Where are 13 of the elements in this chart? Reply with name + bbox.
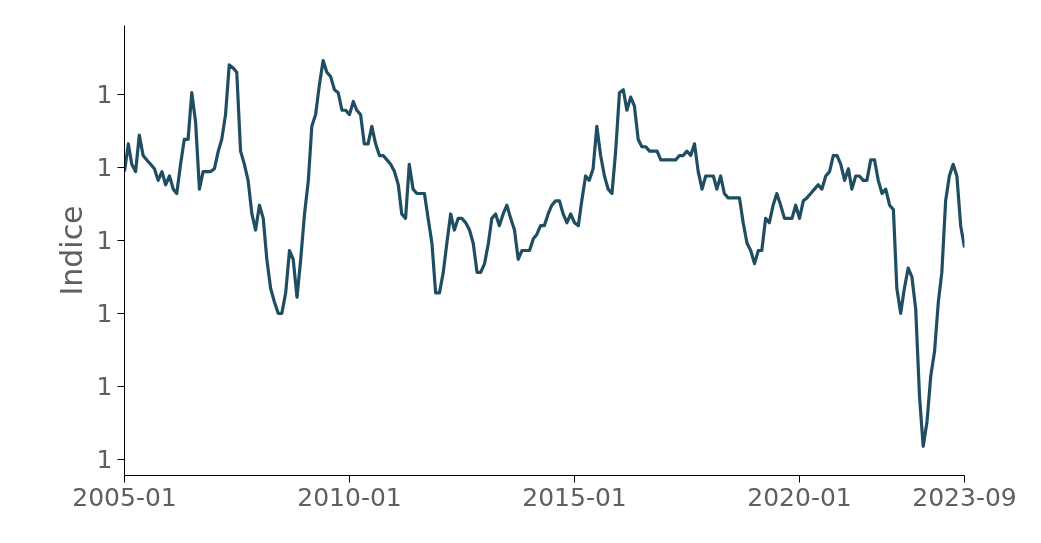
y-tick-label: 1 — [96, 80, 113, 110]
y-tick-label: 1 — [96, 153, 113, 183]
x-tick-label: 2005-01 — [72, 482, 177, 512]
y-axis-title: Indice — [53, 205, 89, 296]
y-tick-label: 1 — [96, 226, 113, 256]
line-series — [124, 58, 965, 448]
x-tick-label: 2020-01 — [747, 482, 852, 512]
x-tick-label: 2023-09 — [912, 482, 1017, 512]
y-tick-label: 1 — [96, 299, 113, 329]
x-tick-label: 2015-01 — [522, 482, 627, 512]
y-tick-label: 1 — [96, 445, 113, 475]
x-tick-label: 2010-01 — [297, 482, 402, 512]
y-tick-label: 1 — [96, 372, 113, 402]
